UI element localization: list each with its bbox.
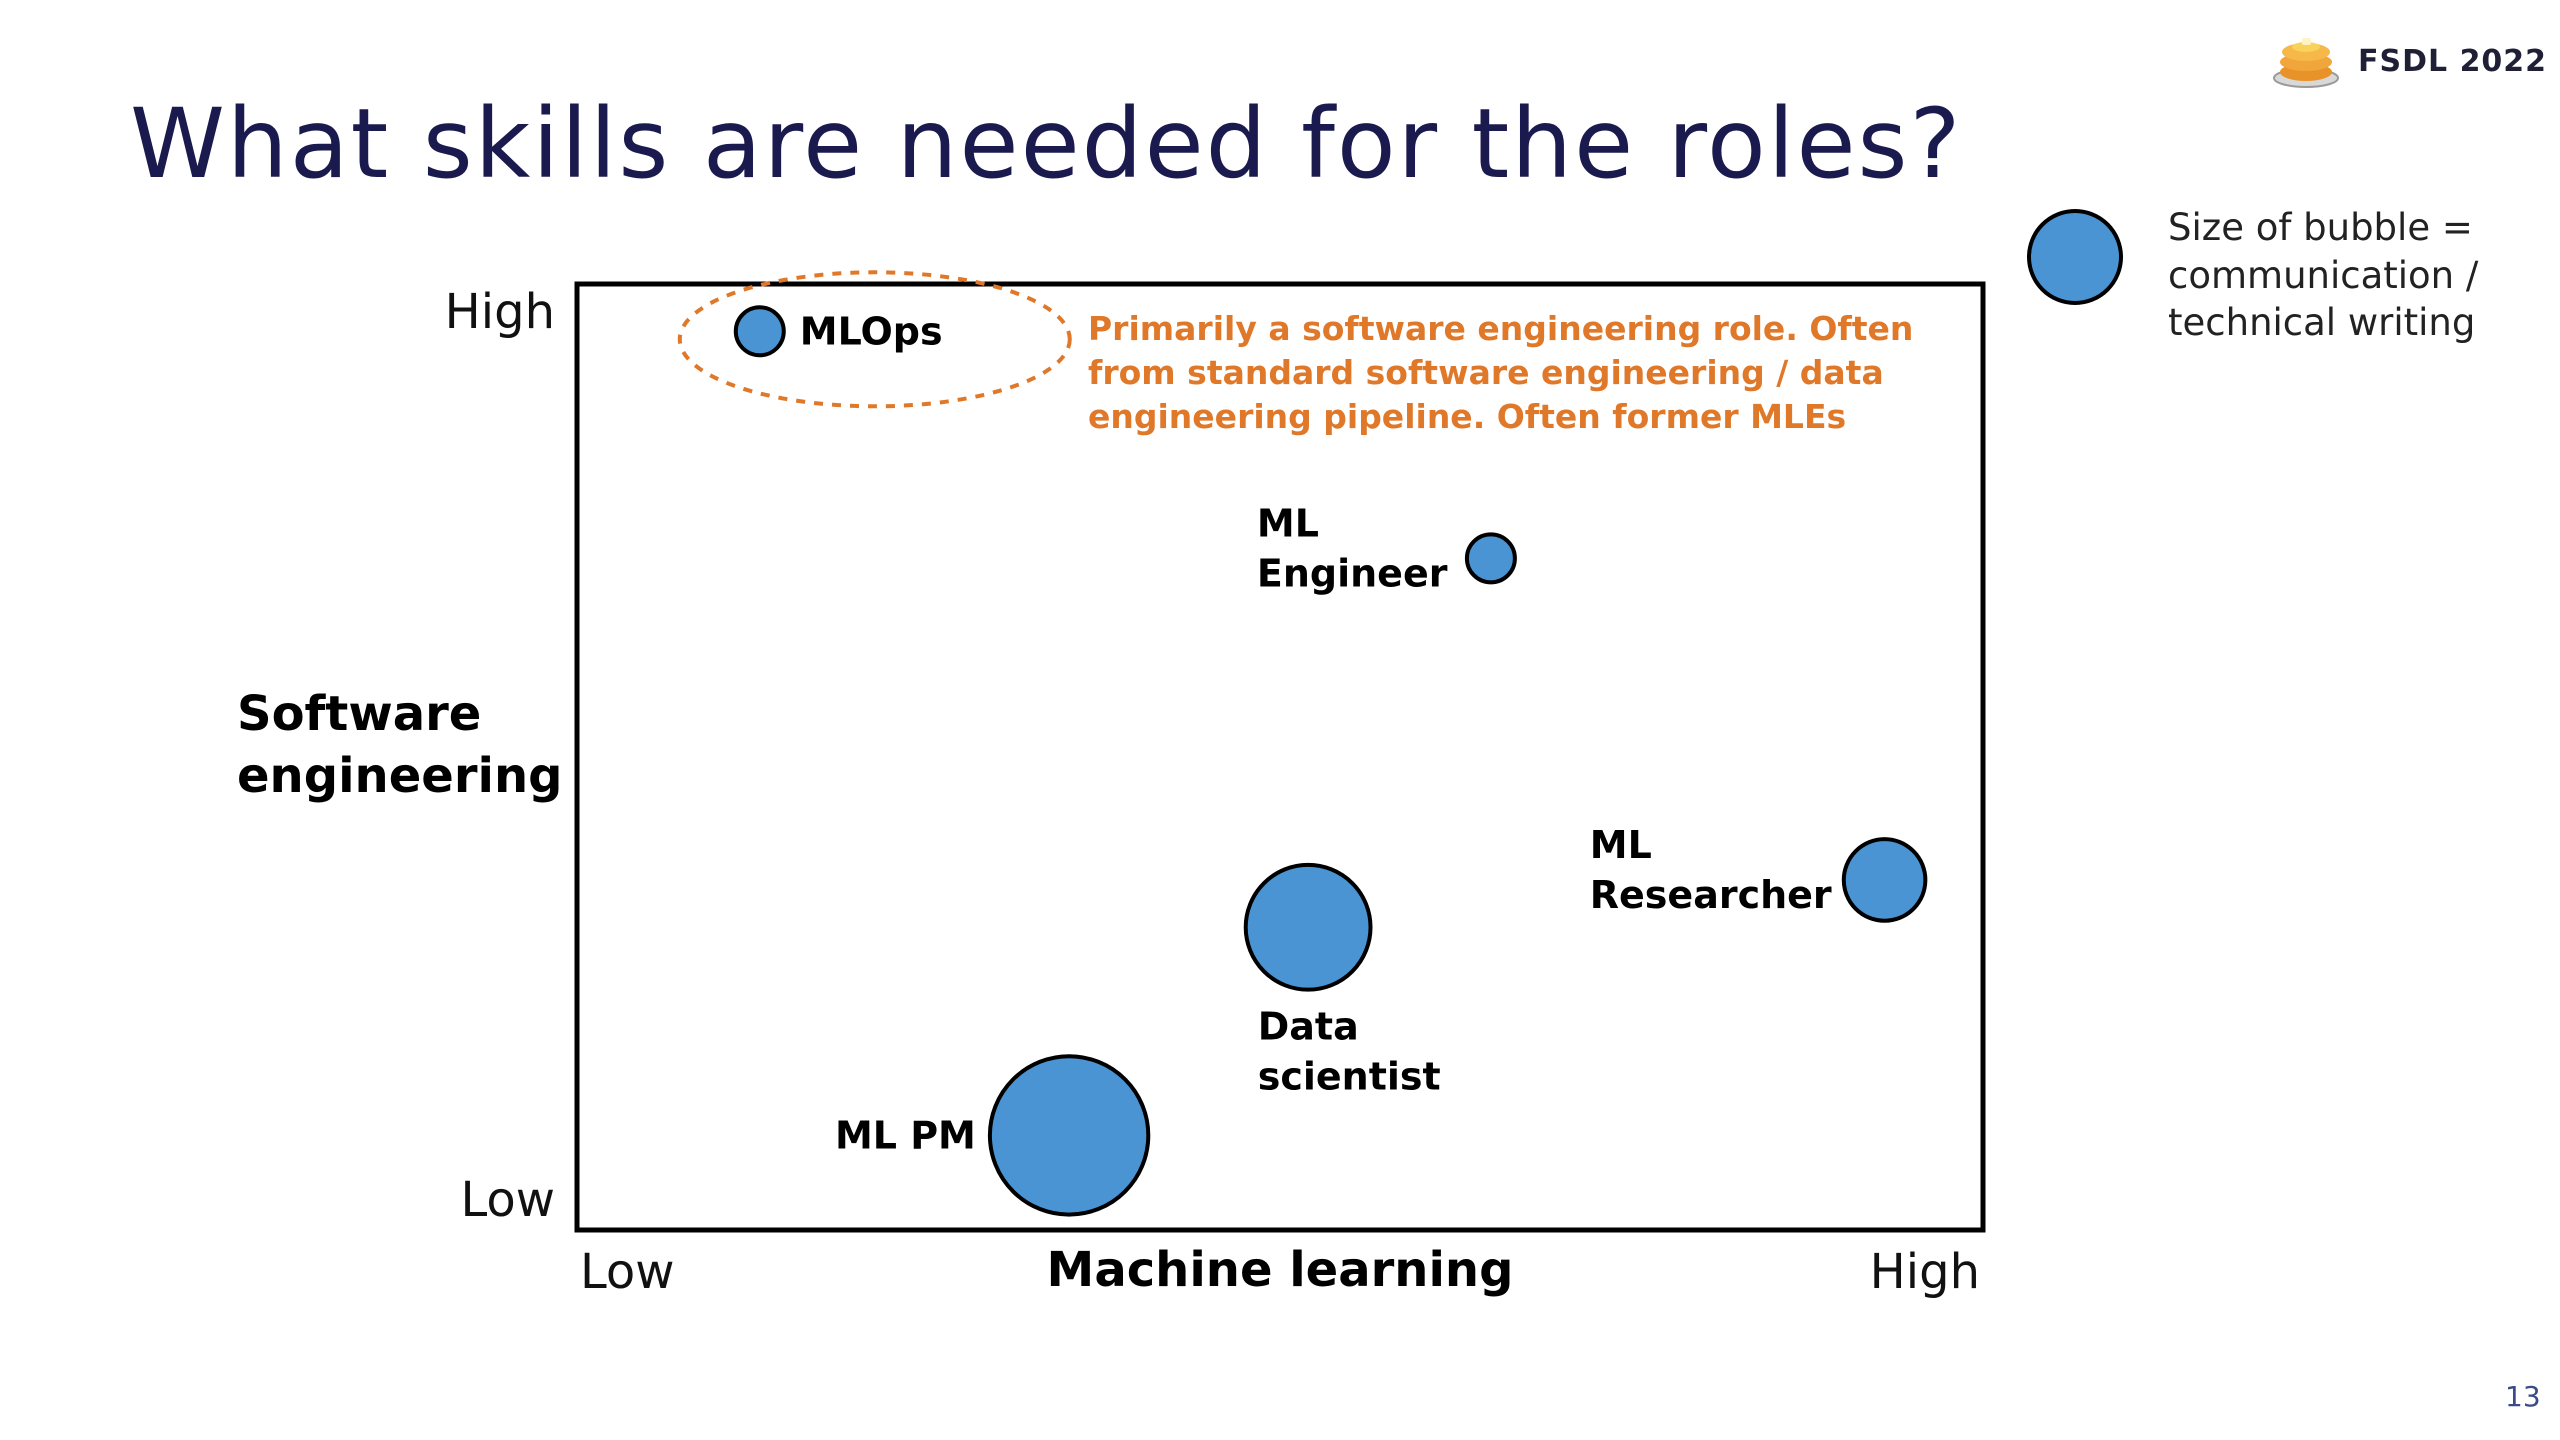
annotation-line-2: from standard software engineering / dat… [1088,353,1884,392]
y-tick-high: High [445,284,555,340]
bubble-label-ml-engineer: ML [1257,501,1319,545]
x-tick-low: Low [580,1244,675,1300]
bubble-mlops [733,305,786,358]
brand-text: FSDL 2022 [2358,44,2548,79]
y-axis-title-line-1: Software [237,686,481,742]
bubble-label-ml-researcher: ML [1590,823,1652,867]
annotations-layer: Primarily a software engineering role. O… [677,270,1913,436]
bubble-data-scientist [1243,862,1373,992]
bubbles-layer: MLOps ML Engineer ML Researcher Data scientist… [733,305,1928,1217]
y-tick-low: Low [460,1172,555,1228]
legend-line-1: Size of bubble = [2168,206,2473,249]
page-number: 13 [2505,1380,2541,1413]
legend-bubble [2027,209,2123,305]
bubble-label-ml-pm: ML PM [835,1113,976,1157]
bubble-ml-engineer [1464,532,1517,585]
y-axis-title-line-2: engineering [237,748,562,804]
bubble-label-ml-engineer: Engineer [1257,551,1448,595]
bubble-label-data-scientist: Data [1258,1005,1359,1049]
bubble-label-ml-researcher: Researcher [1590,873,1832,917]
x-axis-title: Machine learning [1047,1242,1514,1298]
legend: Size of bubble = communication / technic… [2027,206,2479,344]
x-tick-high: High [1870,1244,1980,1300]
bubble-ml-researcher [1841,837,1928,923]
annotation-dashed-ellipse [677,270,1072,409]
bubble-label-mlops: MLOps [800,309,943,353]
plot-frame [574,281,1986,1233]
bubble-label-data-scientist: scientist [1258,1055,1441,1099]
annotation-line-3: engineering pipeline. Often former MLEs [1088,397,1846,436]
annotation-line-1: Primarily a software engineering role. O… [1088,309,1913,348]
brand-logo: FSDL 2022 [2270,30,2546,94]
legend-line-2: communication / [2168,254,2479,297]
legend-line-3: technical writing [2168,301,2475,344]
slide-title: What skills are needed for the roles? [130,88,1963,200]
pancake-icon [2273,38,2339,88]
bubble-ml-pm [987,1054,1151,1217]
